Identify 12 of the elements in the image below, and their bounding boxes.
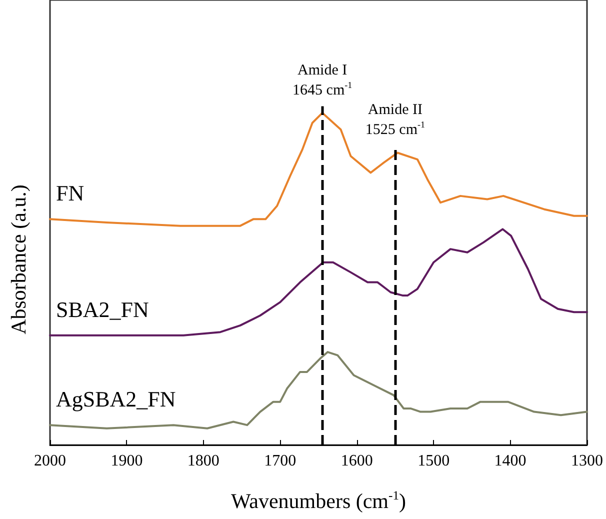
x-tick-label: 1400 bbox=[494, 452, 526, 470]
series-label: FN bbox=[56, 180, 84, 206]
x-tick-label: 1800 bbox=[187, 452, 220, 470]
x-tick-label: 1300 bbox=[571, 452, 603, 470]
y-axis-title: Absorbance (a.u.) bbox=[6, 184, 30, 334]
x-tick-label: 1600 bbox=[340, 452, 373, 470]
series-label: SBA2_FN bbox=[56, 296, 150, 322]
x-tick-label: 1700 bbox=[264, 452, 296, 470]
series-label: AgSBA2_FN bbox=[56, 386, 176, 412]
x-tick-label: 1500 bbox=[418, 452, 450, 470]
x-tick-label: 1900 bbox=[110, 452, 143, 470]
x-tick-label: 2000 bbox=[34, 452, 66, 470]
